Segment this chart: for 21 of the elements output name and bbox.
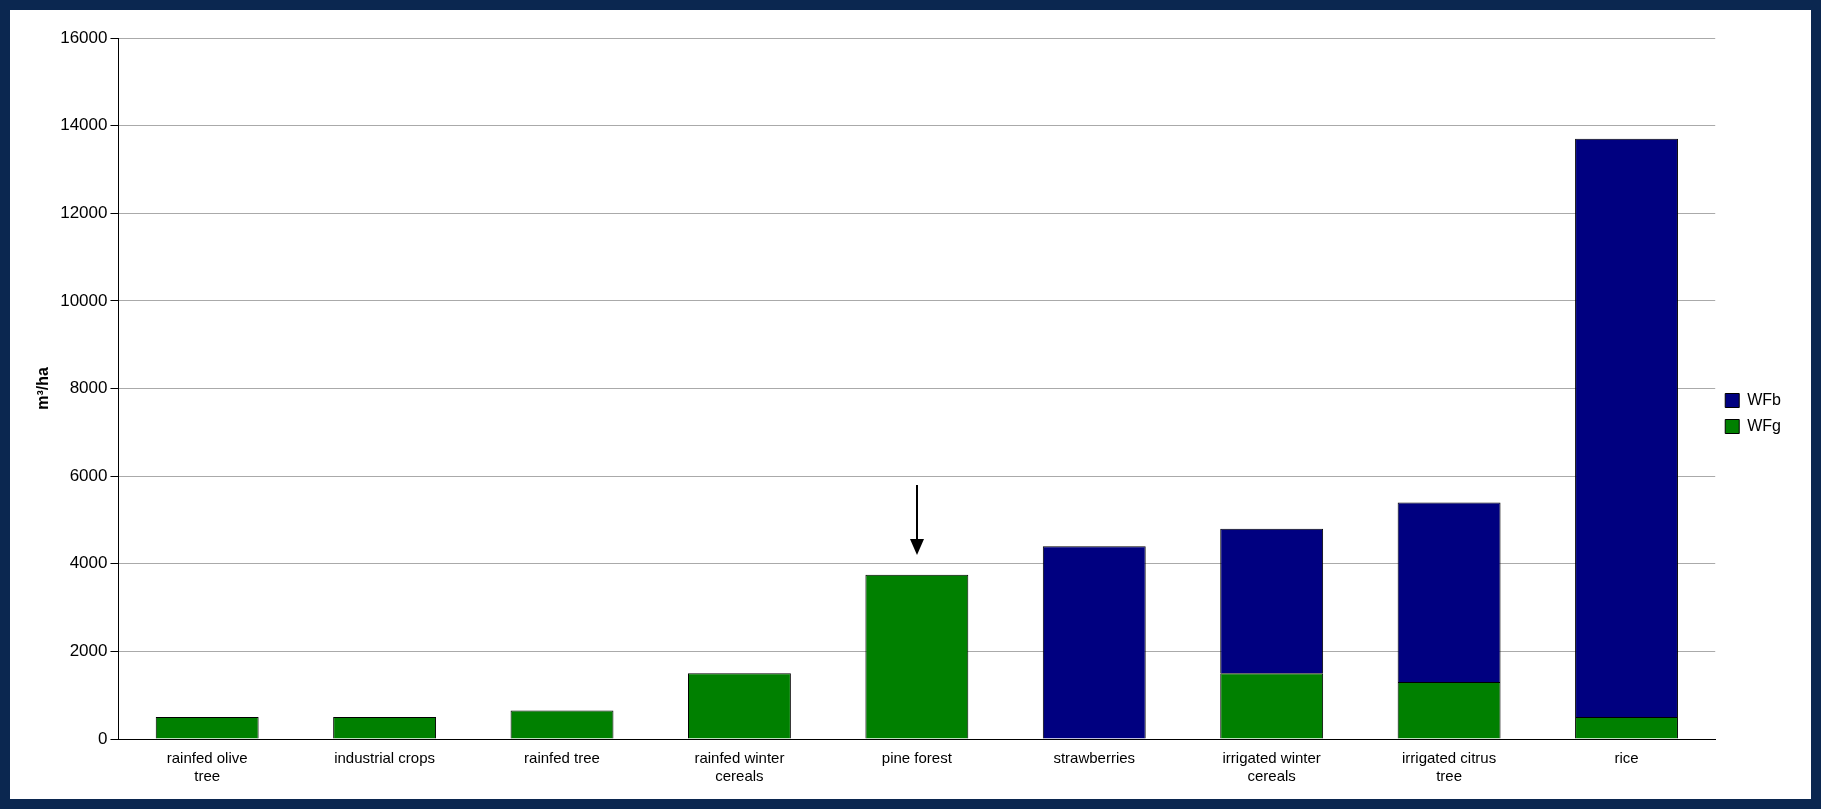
- y-tick-label: 14000: [60, 115, 108, 135]
- legend-label: WFb: [1747, 390, 1782, 408]
- x-tick-label: rainfed winter cereals: [694, 749, 785, 785]
- y-tick-label: 0: [98, 728, 108, 748]
- y-tick-label: 8000: [69, 378, 108, 398]
- y-tick-label: 12000: [60, 202, 108, 222]
- x-tick-label: rice: [1614, 749, 1639, 767]
- x-tick-label: rainfed olive tree: [166, 749, 248, 785]
- y-tick-label: 4000: [69, 553, 108, 573]
- x-tick-label: pine forest: [881, 749, 953, 767]
- x-tick-label: irrigated winter cereals: [1222, 749, 1321, 785]
- x-tick-label: industrial crops: [334, 749, 436, 767]
- y-tick-label: 2000: [69, 641, 108, 661]
- legend-label: WFg: [1747, 416, 1782, 434]
- x-tick-label: rainfed tree: [524, 749, 600, 767]
- y-axis-title: m³/ha: [34, 367, 52, 410]
- y-tick-label: 6000: [69, 465, 108, 485]
- y-tick-label: 10000: [60, 290, 108, 310]
- y-tick-label: 16000: [60, 27, 108, 47]
- x-tick-label: irrigated citrus tree: [1402, 749, 1497, 785]
- x-tick-label: strawberries: [1053, 749, 1136, 767]
